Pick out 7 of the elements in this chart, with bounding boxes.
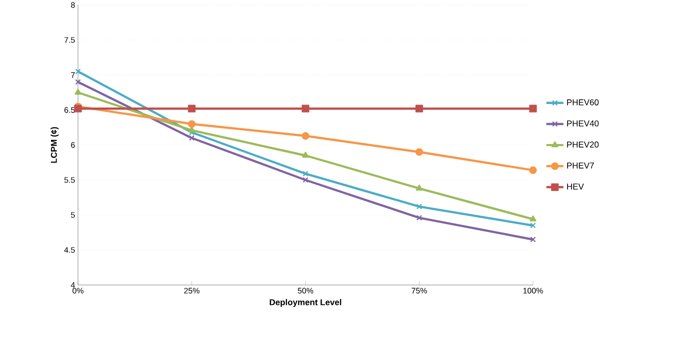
y-axis-title: LCPM (¢) <box>50 127 59 163</box>
legend-label: PHEV7 <box>567 162 594 168</box>
legend-label: PHEV40 <box>567 120 599 126</box>
legend-label: HEV <box>567 184 584 190</box>
x-axis-title: Deployment Level <box>270 299 342 307</box>
legend-label: PHEV60 <box>567 99 599 106</box>
legend-label: PHEV20 <box>567 142 599 148</box>
